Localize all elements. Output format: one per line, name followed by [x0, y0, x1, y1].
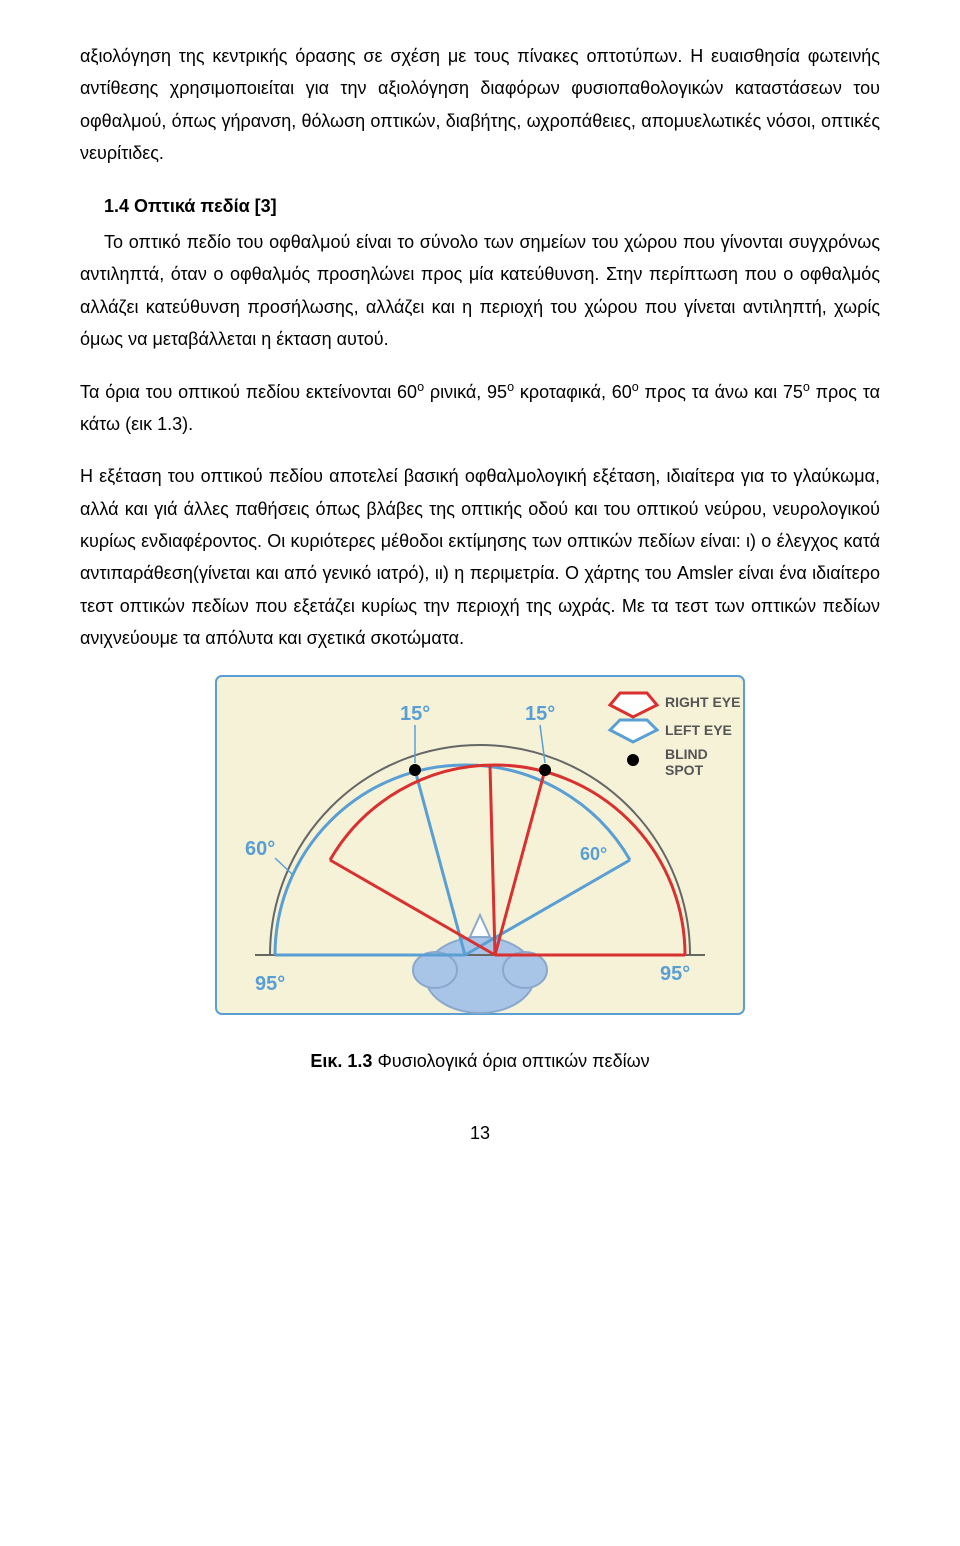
legend-blind-spot-2: SPOT — [665, 762, 704, 778]
legend-right-eye: RIGHT EYE — [665, 694, 740, 710]
legend-blind-spot-1: BLIND — [665, 746, 708, 762]
label-15-right: 15° — [525, 703, 555, 725]
degree-sup-4: ο — [803, 380, 810, 394]
label-60-right: 60° — [580, 844, 607, 864]
legend-left-eye: LEFT EYE — [665, 722, 732, 738]
paragraph-body-1: Το οπτικό πεδίο του οφθαλμού είναι το σύ… — [80, 226, 880, 356]
visual-field-diagram: 15° 15° 60° 60° 95° 95° RIGHT EYE LEFT E… — [215, 675, 745, 1015]
page-number: 13 — [80, 1117, 880, 1149]
label-95-right: 95° — [660, 963, 690, 985]
label-60-left: 60° — [245, 838, 275, 860]
paragraph-body-3: Η εξέταση του οπτικού πεδίου αποτελεί βα… — [80, 460, 880, 654]
label-15-left: 15° — [400, 703, 430, 725]
paragraph-body-2: Τα όρια του οπτικού πεδίου εκτείνονται 6… — [80, 376, 880, 441]
p3-text-3: κροταφικά, 60 — [514, 382, 632, 402]
figure-container: 15° 15° 60° 60° 95° 95° RIGHT EYE LEFT E… — [80, 675, 880, 1025]
degree-sup-3: ο — [632, 380, 639, 394]
section-heading: 1.4 Οπτικά πεδία [3] — [80, 190, 880, 222]
figure-caption: Εικ. 1.3 Φυσιολογικά όρια οπτικών πεδίων — [80, 1045, 880, 1077]
p3-text-2: ρινικά, 95 — [424, 382, 507, 402]
label-95-left: 95° — [255, 973, 285, 995]
caption-text: Φυσιολογικά όρια οπτικών πεδίων — [372, 1051, 649, 1071]
p3-text-4: προς τα άνω και 75 — [639, 382, 803, 402]
caption-bold: Εικ. 1.3 — [310, 1051, 372, 1071]
paragraph-intro: αξιολόγηση της κεντρικής όρασης σε σχέση… — [80, 40, 880, 170]
p3-text-1: Τα όρια του οπτικού πεδίου εκτείνονται 6… — [80, 382, 417, 402]
